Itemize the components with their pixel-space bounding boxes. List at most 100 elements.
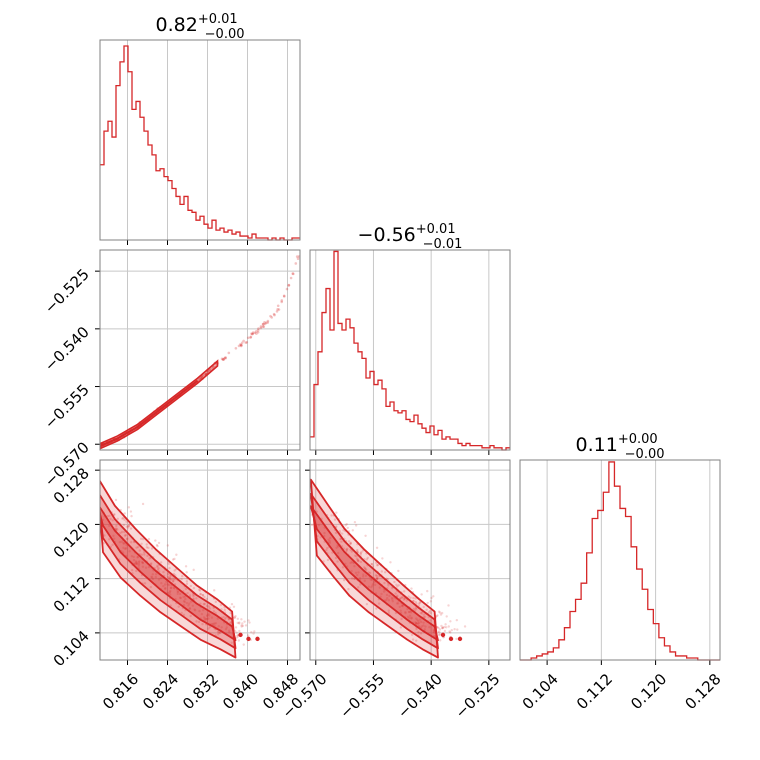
scatter-point — [453, 628, 456, 631]
scatter-point — [410, 633, 414, 636]
scatter-point — [329, 536, 332, 540]
scatter-point — [256, 328, 260, 332]
scatter-point — [397, 584, 400, 587]
scatter-point — [240, 618, 243, 621]
scatter-point — [437, 630, 440, 633]
scatter-point — [179, 596, 182, 600]
panel-border — [309, 459, 511, 661]
scatter-point — [350, 569, 353, 573]
scatter-point — [367, 571, 370, 574]
scatter-point — [122, 546, 125, 550]
scatter-point — [168, 591, 171, 594]
scatter-point — [463, 625, 467, 628]
scatter-point — [217, 624, 220, 628]
scatter-point — [417, 602, 421, 605]
scatter-point — [178, 592, 182, 596]
scatter-point — [234, 626, 238, 629]
scatter-point — [224, 627, 228, 631]
scatter-point — [116, 528, 119, 531]
density-contour-2 — [100, 493, 237, 650]
density-contour-3 — [100, 505, 237, 642]
scatter-point — [270, 316, 274, 319]
scatter-point — [257, 327, 260, 330]
scatter-point — [192, 586, 196, 590]
scatter-point — [124, 547, 128, 550]
scatter-point — [364, 567, 367, 571]
density-blob — [457, 636, 463, 642]
scatter-point — [137, 564, 141, 567]
scatter-point — [443, 625, 446, 629]
scatter-point — [335, 546, 338, 550]
scatter-point — [150, 562, 153, 565]
scatter-point — [412, 600, 415, 603]
scatter-point — [359, 551, 362, 555]
scatter-point — [143, 553, 146, 556]
scatter-point — [195, 597, 198, 600]
scatter-point — [262, 322, 265, 326]
scatter-point — [116, 517, 119, 520]
scatter-point — [356, 573, 359, 577]
scatter-point — [375, 577, 378, 581]
scatter-point — [143, 582, 147, 585]
scatter-point — [410, 617, 413, 620]
scatter-point — [282, 294, 286, 298]
scatter-point — [203, 595, 206, 599]
scatter-point — [212, 622, 215, 626]
scatter-point — [440, 611, 444, 615]
scatter-point — [139, 537, 143, 541]
scatter-point — [236, 617, 240, 620]
scatter-point — [123, 512, 126, 515]
scatter-point — [141, 502, 145, 506]
scatter-point — [200, 612, 204, 616]
scatter-point — [198, 609, 201, 613]
scatter-point — [399, 597, 402, 600]
scatter-point — [419, 611, 422, 615]
scatter-point — [167, 562, 170, 565]
y-tick-label-p1: −0.525 — [41, 265, 93, 317]
scatter-point — [414, 600, 418, 604]
scatter-point — [151, 573, 154, 576]
scatter-point — [202, 616, 206, 619]
scatter-point — [154, 573, 158, 576]
scatter-point — [423, 628, 426, 631]
x-tick-label-p2: 0.112 — [573, 670, 616, 713]
scatter-point — [344, 524, 347, 527]
scatter-point — [214, 600, 218, 604]
scatter-point — [194, 609, 197, 612]
scatter-point — [121, 517, 124, 520]
scatter-point — [420, 593, 423, 596]
scatter-point — [395, 602, 399, 605]
scatter-point — [414, 622, 418, 625]
scatter-point — [216, 630, 220, 633]
scatter-point — [128, 550, 131, 553]
scatter-point — [115, 527, 118, 530]
scatter-point — [385, 593, 389, 597]
scatter-point — [193, 608, 196, 611]
scatter-point — [363, 567, 367, 570]
scatter-point — [144, 566, 148, 569]
scatter-point — [417, 620, 420, 623]
scatter-point — [376, 563, 379, 567]
scatter-point — [223, 608, 226, 612]
scatter-point — [195, 620, 198, 623]
panel-border — [309, 249, 511, 451]
scatter-point — [125, 537, 129, 541]
scatter-point — [375, 577, 379, 580]
title-p0: 0.82+0.01 −0.00 — [156, 12, 245, 42]
scatter-point — [224, 356, 227, 359]
scatter-point — [436, 625, 439, 629]
scatter-point — [280, 300, 284, 304]
scatter-point — [294, 262, 298, 265]
x-tick-label-p1: −0.525 — [452, 670, 504, 722]
scatter-point — [182, 600, 186, 603]
scatter-point — [166, 583, 169, 586]
x-tick-label-p0: 0.832 — [179, 670, 222, 713]
scatter-point — [399, 609, 402, 612]
scatter-point — [433, 634, 437, 638]
scatter-point — [251, 332, 254, 336]
histogram-line — [520, 461, 720, 661]
scatter-point — [386, 597, 389, 600]
scatter-point — [141, 565, 145, 568]
scatter-point — [400, 604, 404, 607]
scatter-point — [169, 593, 172, 596]
